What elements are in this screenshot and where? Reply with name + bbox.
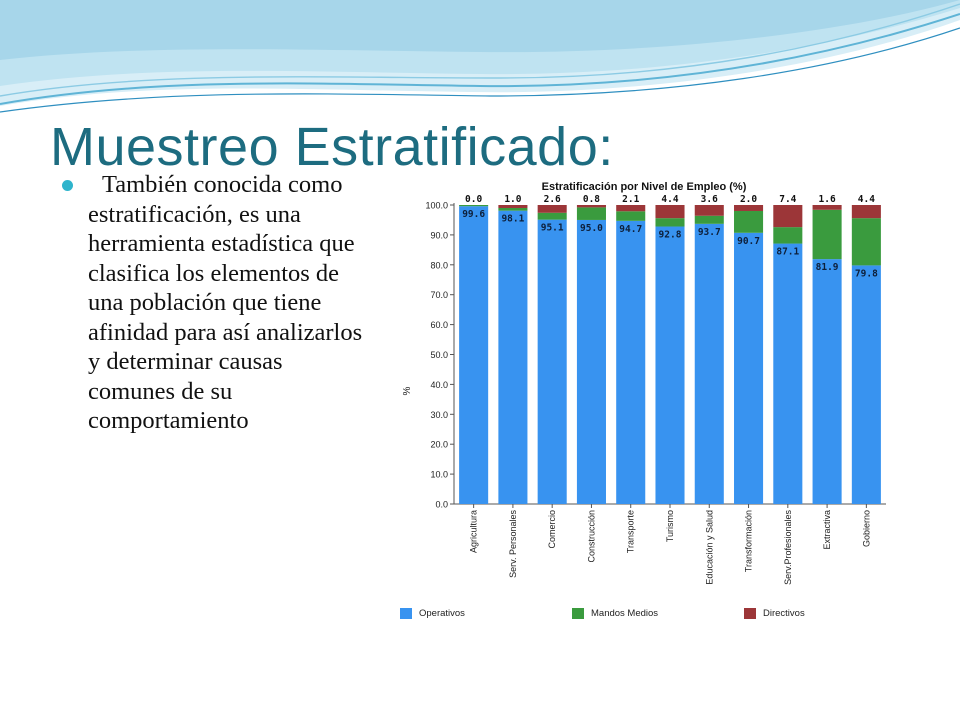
bar-segment [694, 215, 724, 224]
bar-segment [734, 232, 764, 504]
bar-segment [616, 205, 646, 212]
chart-title: Estratificación por Nivel de Empleo (%) [541, 181, 747, 193]
data-label-directivos: 1.6 [819, 194, 836, 205]
x-tick-label: Gobierno [861, 510, 871, 547]
bar-segment [851, 205, 881, 219]
bar-segment [616, 220, 646, 505]
data-label-operativos: 94.7 [619, 224, 642, 235]
data-label-directivos: 3.6 [701, 194, 718, 205]
y-axis-label: % [402, 386, 413, 395]
y-tick-label: 10.0 [430, 470, 448, 480]
legend-label-operativos: Operativos [419, 608, 465, 619]
bar-segment [537, 205, 567, 213]
bar-segment [459, 206, 489, 505]
data-label-operativos: 95.0 [580, 223, 603, 234]
data-label-operativos: 95.1 [541, 223, 564, 234]
x-tick-label: Turismo [665, 510, 675, 542]
slide-title: Muestreo Estratificado: [50, 117, 614, 177]
x-tick-label: Serv.Profesionales [783, 510, 793, 585]
x-tick-label: Transporte [626, 510, 636, 553]
y-tick-label: 50.0 [430, 350, 448, 360]
bar-segment [655, 226, 685, 504]
bar-segment [734, 210, 764, 233]
bar-segment [694, 223, 724, 504]
x-tick-label: Construcción [586, 510, 596, 563]
bar-segment [655, 218, 685, 227]
bar-segment [537, 219, 567, 504]
bar-segment [616, 211, 646, 221]
data-label-operativos: 90.7 [737, 236, 760, 247]
data-label-operativos: 99.6 [462, 209, 485, 220]
x-tick-label: Educación y Salud [704, 510, 714, 585]
y-tick-label: 40.0 [430, 380, 448, 390]
data-label-directivos: 0.0 [465, 194, 482, 205]
y-tick-label: 20.0 [430, 440, 448, 450]
bar-segment [498, 207, 528, 211]
bar-segment [576, 219, 606, 504]
x-tick-label: Serv. Personales [508, 510, 518, 578]
bar-segment [773, 205, 803, 228]
data-label-directivos: 0.8 [583, 194, 600, 205]
data-label-directivos: 2.1 [622, 194, 639, 205]
y-tick-label: 80.0 [430, 260, 448, 270]
legend-swatch-directivos [744, 608, 756, 619]
bar-segment [459, 205, 489, 207]
data-label-operativos: 93.7 [698, 227, 721, 238]
legend-swatch-operativos [400, 608, 412, 619]
bar-segment [734, 205, 764, 211]
stacked-bar-chart: 0.0 10.0 20.0 30.0 40.0 50.0 60.0 70.0 80.0 90.0 1… [402, 194, 886, 585]
bar-segment [851, 265, 881, 504]
data-label-directivos: 2.0 [740, 194, 757, 205]
y-tick-label: 60.0 [430, 320, 448, 330]
chart-panel: 0.0 10.0 20.0 30.0 40.0 50.0 60.0 70.0 80.0 90.0 1… [396, 178, 892, 626]
data-label-directivos: 1.0 [504, 194, 521, 205]
data-label-operativos: 92.8 [659, 230, 682, 241]
legend-label-directivos: Directivos [763, 608, 805, 619]
bar-segment [537, 212, 567, 220]
bar-segment [812, 205, 842, 210]
x-tick-label: Transformación [744, 510, 754, 572]
bar-segment [812, 259, 842, 504]
bar-segment [576, 205, 606, 208]
data-label-operativos: 98.1 [501, 214, 524, 225]
bar-segment [498, 205, 528, 208]
data-label-operativos: 87.1 [776, 247, 799, 258]
y-tick-label: 100.0 [425, 201, 448, 211]
legend-swatch-mandos-medios [572, 608, 584, 619]
y-tick-label: 70.0 [430, 290, 448, 300]
data-label-directivos: 4.4 [661, 194, 678, 205]
y-tick-label: 90.0 [430, 230, 448, 240]
bar-segment [773, 243, 803, 505]
bullet-text: También conocida como estratificación, e… [88, 171, 363, 434]
data-label-directivos: 2.6 [544, 194, 561, 205]
bar-segment [851, 218, 881, 266]
bar-segment [498, 210, 528, 504]
bar-segment [694, 205, 724, 216]
bar-segment [812, 209, 842, 260]
chart-legend: Operativos Mandos Medios Directivos [396, 607, 892, 623]
x-tick-label: Extractiva [822, 510, 832, 550]
x-tick-label: Comercio [547, 510, 557, 549]
bar-segment [576, 207, 606, 220]
x-tick-label: Agricultura [469, 510, 479, 553]
legend-label-mandos-medios: Mandos Medios [591, 608, 659, 619]
data-label-operativos: 81.9 [816, 262, 839, 273]
data-label-directivos: 7.4 [779, 194, 796, 205]
y-tick-label: 0.0 [435, 500, 448, 510]
y-tick-label: 30.0 [430, 410, 448, 420]
header-swoosh-decoration [0, 0, 960, 113]
data-label-directivos: 4.4 [858, 194, 875, 205]
bar-segment [773, 227, 803, 244]
bullet-icon [62, 180, 73, 191]
data-label-operativos: 79.8 [855, 268, 878, 279]
bar-segment [655, 205, 685, 219]
